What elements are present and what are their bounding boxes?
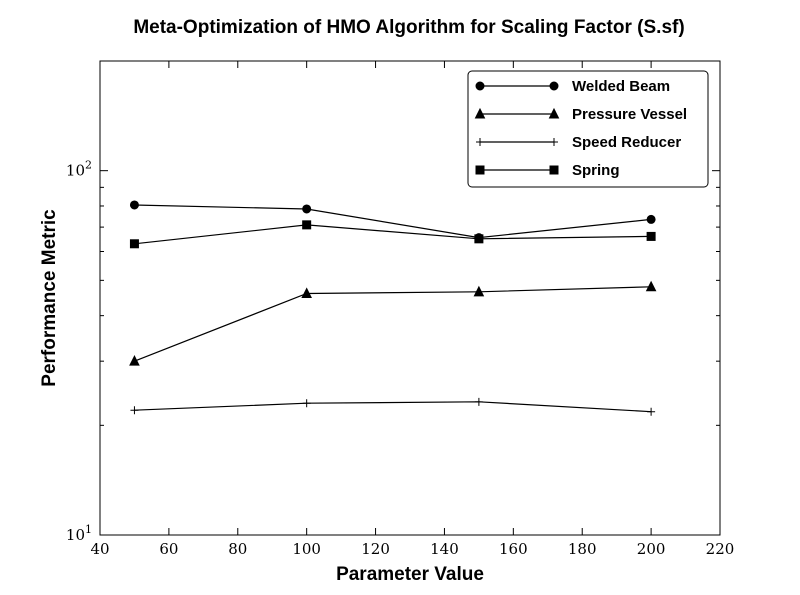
series-line-speed-reducer (134, 401, 652, 413)
legend-label: Spring (572, 162, 620, 179)
data-point-spring (646, 231, 656, 241)
data-point-welded-beam (302, 204, 312, 214)
plot-frame (99, 60, 721, 536)
data-point-speed-reducer (302, 399, 311, 408)
data-point-speed-reducer (647, 407, 656, 416)
legend-item-pressure-vessel: Pressure Vessel (474, 106, 687, 123)
legend-label: Speed Reducer (572, 134, 681, 151)
x-tick-label: 200 (637, 540, 666, 558)
data-point-pressure-vessel (301, 287, 312, 299)
x-tick-label: 120 (361, 540, 390, 558)
legend-item-welded-beam: Welded Beam (475, 78, 670, 95)
legend-marker (549, 81, 559, 91)
data-point-pressure-vessel (473, 285, 485, 297)
series-pressure-vessel (129, 280, 657, 366)
data-point-pressure-vessel (645, 280, 657, 292)
legend-marker (548, 107, 560, 119)
y-axis-label: Performance Metric (39, 209, 60, 387)
data-point-spring (129, 239, 139, 249)
x-tick-label: 100 (292, 540, 321, 558)
legend-marker (476, 138, 484, 146)
y-tick-label: 102 (66, 159, 92, 180)
legend-item-speed-reducer: Speed Reducer (476, 134, 681, 151)
series-line-pressure-vessel (134, 286, 652, 362)
data-point-spring (302, 220, 312, 230)
x-tick-label: 220 (706, 540, 735, 558)
legend-box (467, 70, 709, 188)
series-line-spring (134, 224, 652, 245)
series-spring (129, 220, 656, 249)
x-tick-label: 80 (228, 540, 247, 558)
legend-marker (474, 107, 486, 119)
data-point-speed-reducer (130, 406, 139, 415)
data-point-spring (474, 234, 484, 244)
legend-marker (549, 165, 559, 175)
legend-marker (475, 81, 485, 91)
x-tick-label: 40 (90, 540, 109, 558)
data-point-pressure-vessel (129, 355, 140, 366)
x-tick-label: 180 (568, 540, 597, 558)
legend-label: Welded Beam (572, 78, 670, 95)
data-point-welded-beam (646, 214, 656, 224)
data-point-welded-beam (129, 200, 139, 210)
legend-marker (550, 138, 558, 146)
x-tick-label: 160 (499, 540, 528, 558)
legend: Welded Beam Pressure Vessel Speed Reducer S… (467, 70, 709, 188)
series-speed-reducer (130, 397, 656, 416)
data-point-speed-reducer (474, 397, 483, 406)
legend-label: Pressure Vessel (572, 106, 687, 123)
x-axis-label: Parameter Value (336, 564, 484, 585)
x-tick-label: 60 (159, 540, 178, 558)
legend-item-spring: Spring (475, 162, 620, 179)
legend-marker (475, 165, 485, 175)
series-line-welded-beam (134, 204, 652, 239)
chart-title: Meta-Optimization of HMO Algorithm for S… (133, 17, 684, 38)
x-tick-label: 140 (430, 540, 459, 558)
y-tick-label: 101 (66, 523, 92, 544)
